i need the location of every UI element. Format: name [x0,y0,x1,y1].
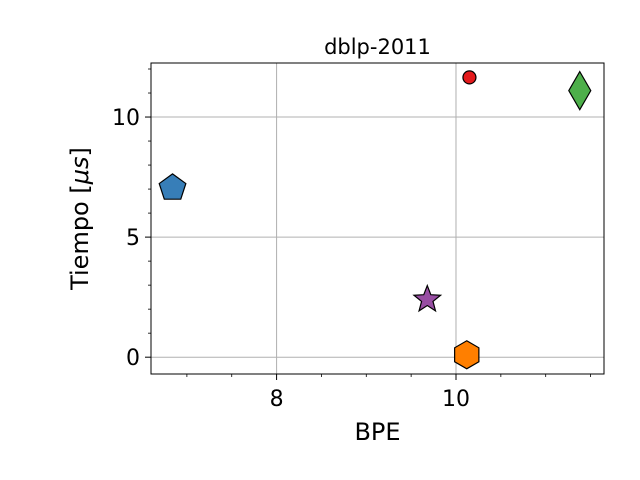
point-hexagon-2 [454,340,480,370]
y-tick-label-0: 0 [126,346,140,371]
y-tick-label-1: 5 [126,226,140,251]
y-axis-label-mu: μ [66,169,94,185]
data-points [158,70,592,370]
y-axis-label-s: s [66,156,94,169]
y-axis-label-text: Tiempo [ [66,184,94,291]
point-star-1 [412,283,443,313]
grid-lines [151,63,604,374]
point-pentagon-0 [158,173,187,200]
plot-frame [150,62,605,375]
chart-title: dblp-2011 [324,35,431,59]
x-axis-label: BPE [354,418,400,446]
point-diamond-4 [568,70,592,111]
point-circle-3 [462,70,477,85]
x-tick-label-0: 8 [270,387,284,412]
axis-ticks: 8 10 0 5 10 [112,68,591,412]
y-axis-label: Tiempo [μs] [66,147,94,291]
x-tick-label-1: 10 [442,387,470,412]
y-axis-label-close: ] [66,147,94,156]
y-tick-label-2: 10 [112,106,140,131]
